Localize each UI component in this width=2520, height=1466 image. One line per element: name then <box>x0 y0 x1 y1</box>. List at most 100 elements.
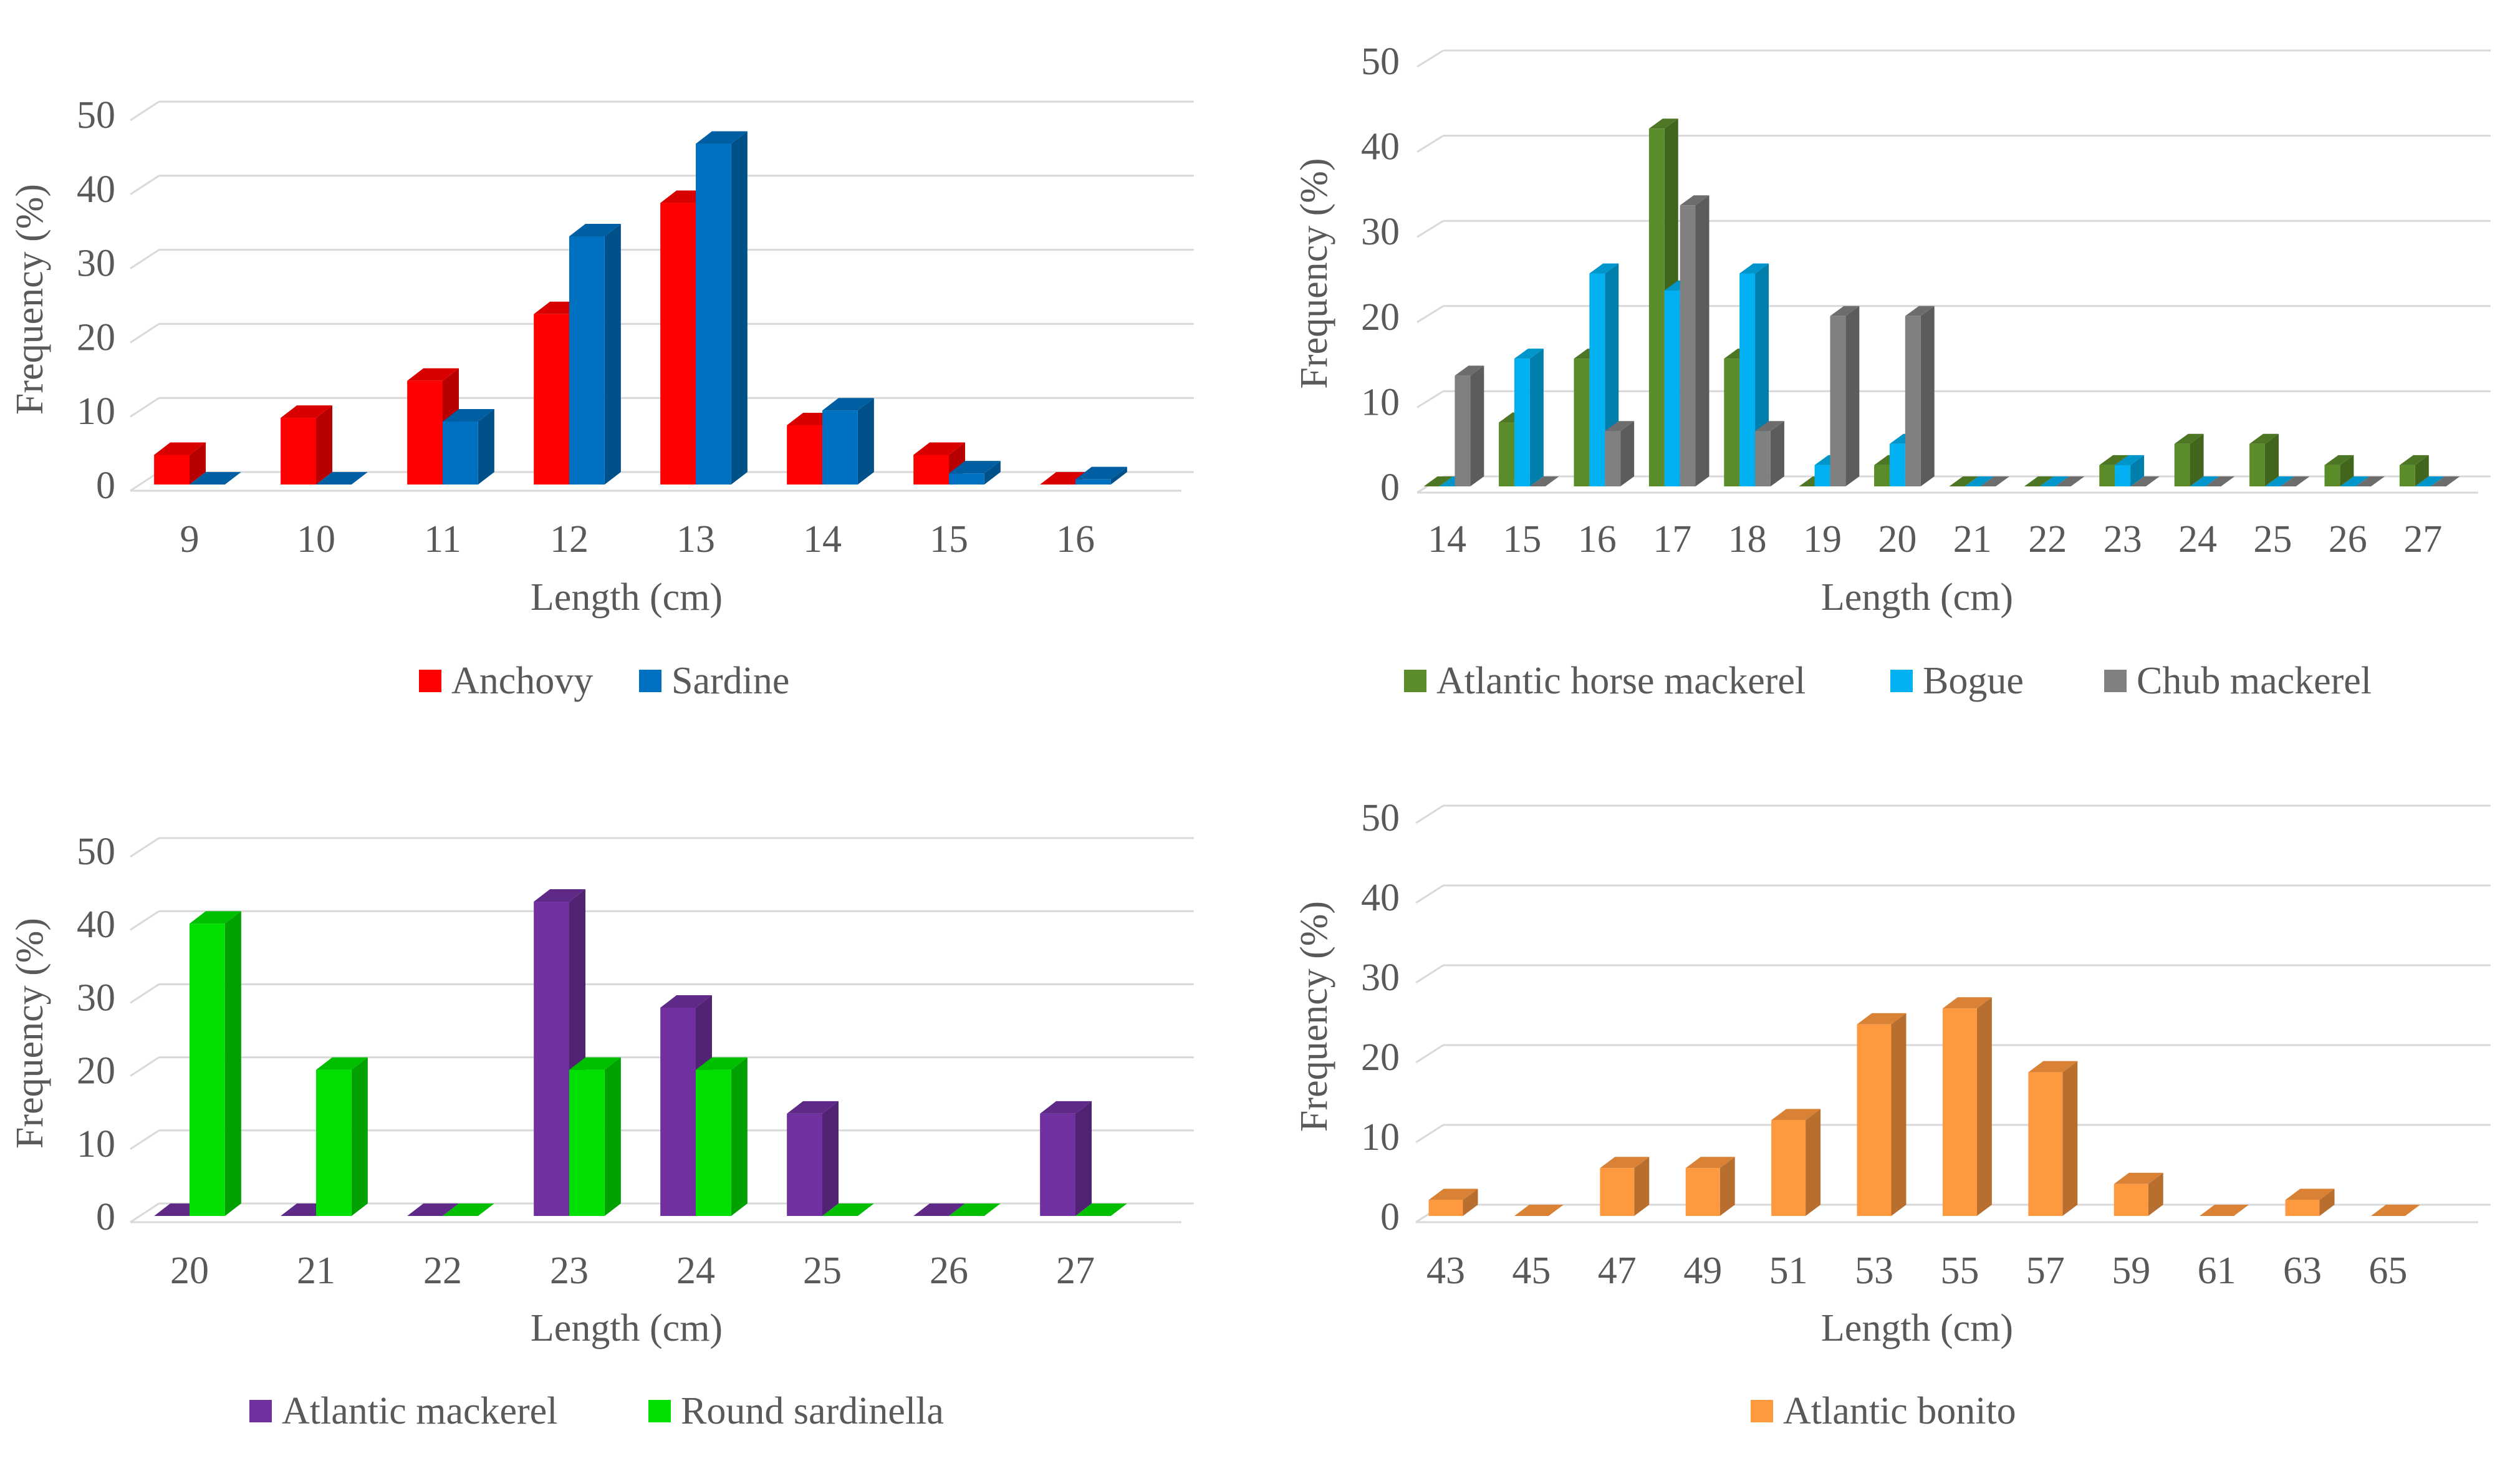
bar-front <box>1830 316 1846 486</box>
gridline-depth <box>1415 964 1444 984</box>
bar-side <box>2340 455 2354 486</box>
x-tick-label: 16 <box>1056 518 1095 561</box>
bar-atlantic-horse-mackerel-25 <box>2249 433 2279 486</box>
bar-side <box>1719 1157 1735 1216</box>
bar-anchovy-9 <box>154 442 206 485</box>
y-tick-label: 40 <box>1361 126 1400 168</box>
x-tick-label: 14 <box>1428 518 1466 561</box>
x-tick-label: 9 <box>180 518 200 561</box>
bar-top <box>1589 263 1619 274</box>
bar-top <box>407 1203 459 1216</box>
bar-top <box>2264 476 2294 486</box>
x-tick-label: 15 <box>930 518 968 561</box>
gridline-depth <box>130 837 160 858</box>
bar-side <box>1770 421 1784 486</box>
bar-top <box>787 1101 839 1114</box>
gridline-depth <box>130 983 160 1004</box>
bar-front <box>443 422 478 485</box>
bar-side <box>2264 433 2279 486</box>
x-tick-label: 20 <box>1878 518 1916 561</box>
bar-side <box>822 1101 839 1216</box>
bar-top <box>2205 476 2235 486</box>
x-tick-label: 47 <box>1598 1250 1637 1292</box>
legend-label: Chub mackerel <box>2137 660 2372 702</box>
bar-anchovy-15 <box>913 442 965 485</box>
y-tick-label: 20 <box>77 1050 115 1092</box>
bar-chub-mackerel-20 <box>1905 306 1935 486</box>
x-tick-label: 22 <box>2028 518 2067 561</box>
x-tick-label: 15 <box>1503 518 1541 561</box>
bar-chub-mackerel-27 <box>2430 476 2460 486</box>
bar-chub-mackerel-18 <box>1755 421 1784 486</box>
bar-front <box>316 1069 352 1216</box>
bar-top <box>1680 195 1710 206</box>
gridline-depth <box>130 1056 160 1077</box>
bar-top <box>2024 476 2054 486</box>
bar-side <box>1110 466 1127 485</box>
x-tick-label: 59 <box>2112 1250 2150 1292</box>
bar-side <box>984 461 1001 485</box>
bar-front <box>787 425 822 485</box>
bar-front <box>2249 443 2265 486</box>
gridline-depth <box>130 175 160 196</box>
x-tick-label: 25 <box>2253 518 2292 561</box>
gridline-depth <box>1415 884 1444 904</box>
x-tick-label: 12 <box>550 518 589 561</box>
x-tick-label: 26 <box>930 1250 968 1292</box>
gridline-depth <box>1416 135 1444 153</box>
legend-label: Atlantic horse mackerel <box>1436 660 1806 702</box>
bar-top <box>822 1203 874 1216</box>
bar-front <box>1942 1008 1977 1216</box>
gridline-depth <box>1416 49 1444 68</box>
legend-label: Anchovy <box>451 660 593 702</box>
bar-top <box>1075 466 1127 480</box>
bar-side <box>731 131 748 485</box>
bar-atlantic-bonito-43 <box>1428 1189 1478 1216</box>
bar-front <box>1600 1168 1635 1216</box>
x-tick-label: 21 <box>1953 518 1992 561</box>
x-tick-label: 23 <box>2104 518 2142 561</box>
bar-round-sardinella-24 <box>696 1057 748 1216</box>
bar-side <box>2190 433 2204 486</box>
y-tick-label: 30 <box>1361 211 1400 253</box>
bar-bogue-15 <box>1514 349 1544 486</box>
legend-swatch <box>648 1400 671 1422</box>
x-tick-label: 23 <box>550 1250 589 1292</box>
bar-top <box>1040 1101 1092 1114</box>
gridline-depth <box>1416 305 1444 324</box>
gridline-depth <box>130 100 160 122</box>
bar-top <box>2430 476 2460 486</box>
y-tick-label: 10 <box>77 1123 115 1165</box>
legend: Atlantic mackerel Round sardinella <box>249 1390 944 1432</box>
bar-chub-mackerel-21 <box>1980 476 2010 486</box>
x-tick-label: 53 <box>1855 1250 1893 1292</box>
legend-item: Atlantic horse mackerel <box>1404 660 1806 702</box>
gridline-depth <box>130 1202 160 1223</box>
legend-item: Chub mackerel <box>2104 660 2372 702</box>
bar-atlantic-bonito-55 <box>1942 997 1992 1216</box>
y-tick-label: 40 <box>77 168 115 211</box>
bar-side <box>731 1057 748 1216</box>
bar-side <box>1470 365 1484 486</box>
legend-item: Bogue <box>1890 660 2024 702</box>
bar-sardine-11 <box>443 409 494 485</box>
bar-front <box>2028 1072 2063 1216</box>
bar-front <box>913 455 949 485</box>
bar-side <box>1529 349 1544 486</box>
bar-front <box>1755 431 1771 486</box>
y-tick-label: 20 <box>1361 1036 1400 1079</box>
chart-panel-4: 0 10 20 30 40 50 Frequency (%) 43 45 47 49 51 53 55 57… <box>1293 797 2491 1432</box>
bar-top <box>316 1057 368 1070</box>
gridline-depth <box>1415 804 1444 824</box>
y-tick-label: 0 <box>1380 1196 1400 1238</box>
y-tick-label: 0 <box>96 465 115 507</box>
gridline-depth <box>130 249 160 269</box>
bar-sardine-13 <box>696 131 748 485</box>
y-tick-label: 50 <box>1361 797 1400 839</box>
y-tick-label: 30 <box>77 243 115 285</box>
bar-front <box>696 1069 731 1216</box>
bar-top <box>1755 421 1784 432</box>
bar-front <box>2399 465 2415 486</box>
bar-front <box>1605 431 1621 486</box>
